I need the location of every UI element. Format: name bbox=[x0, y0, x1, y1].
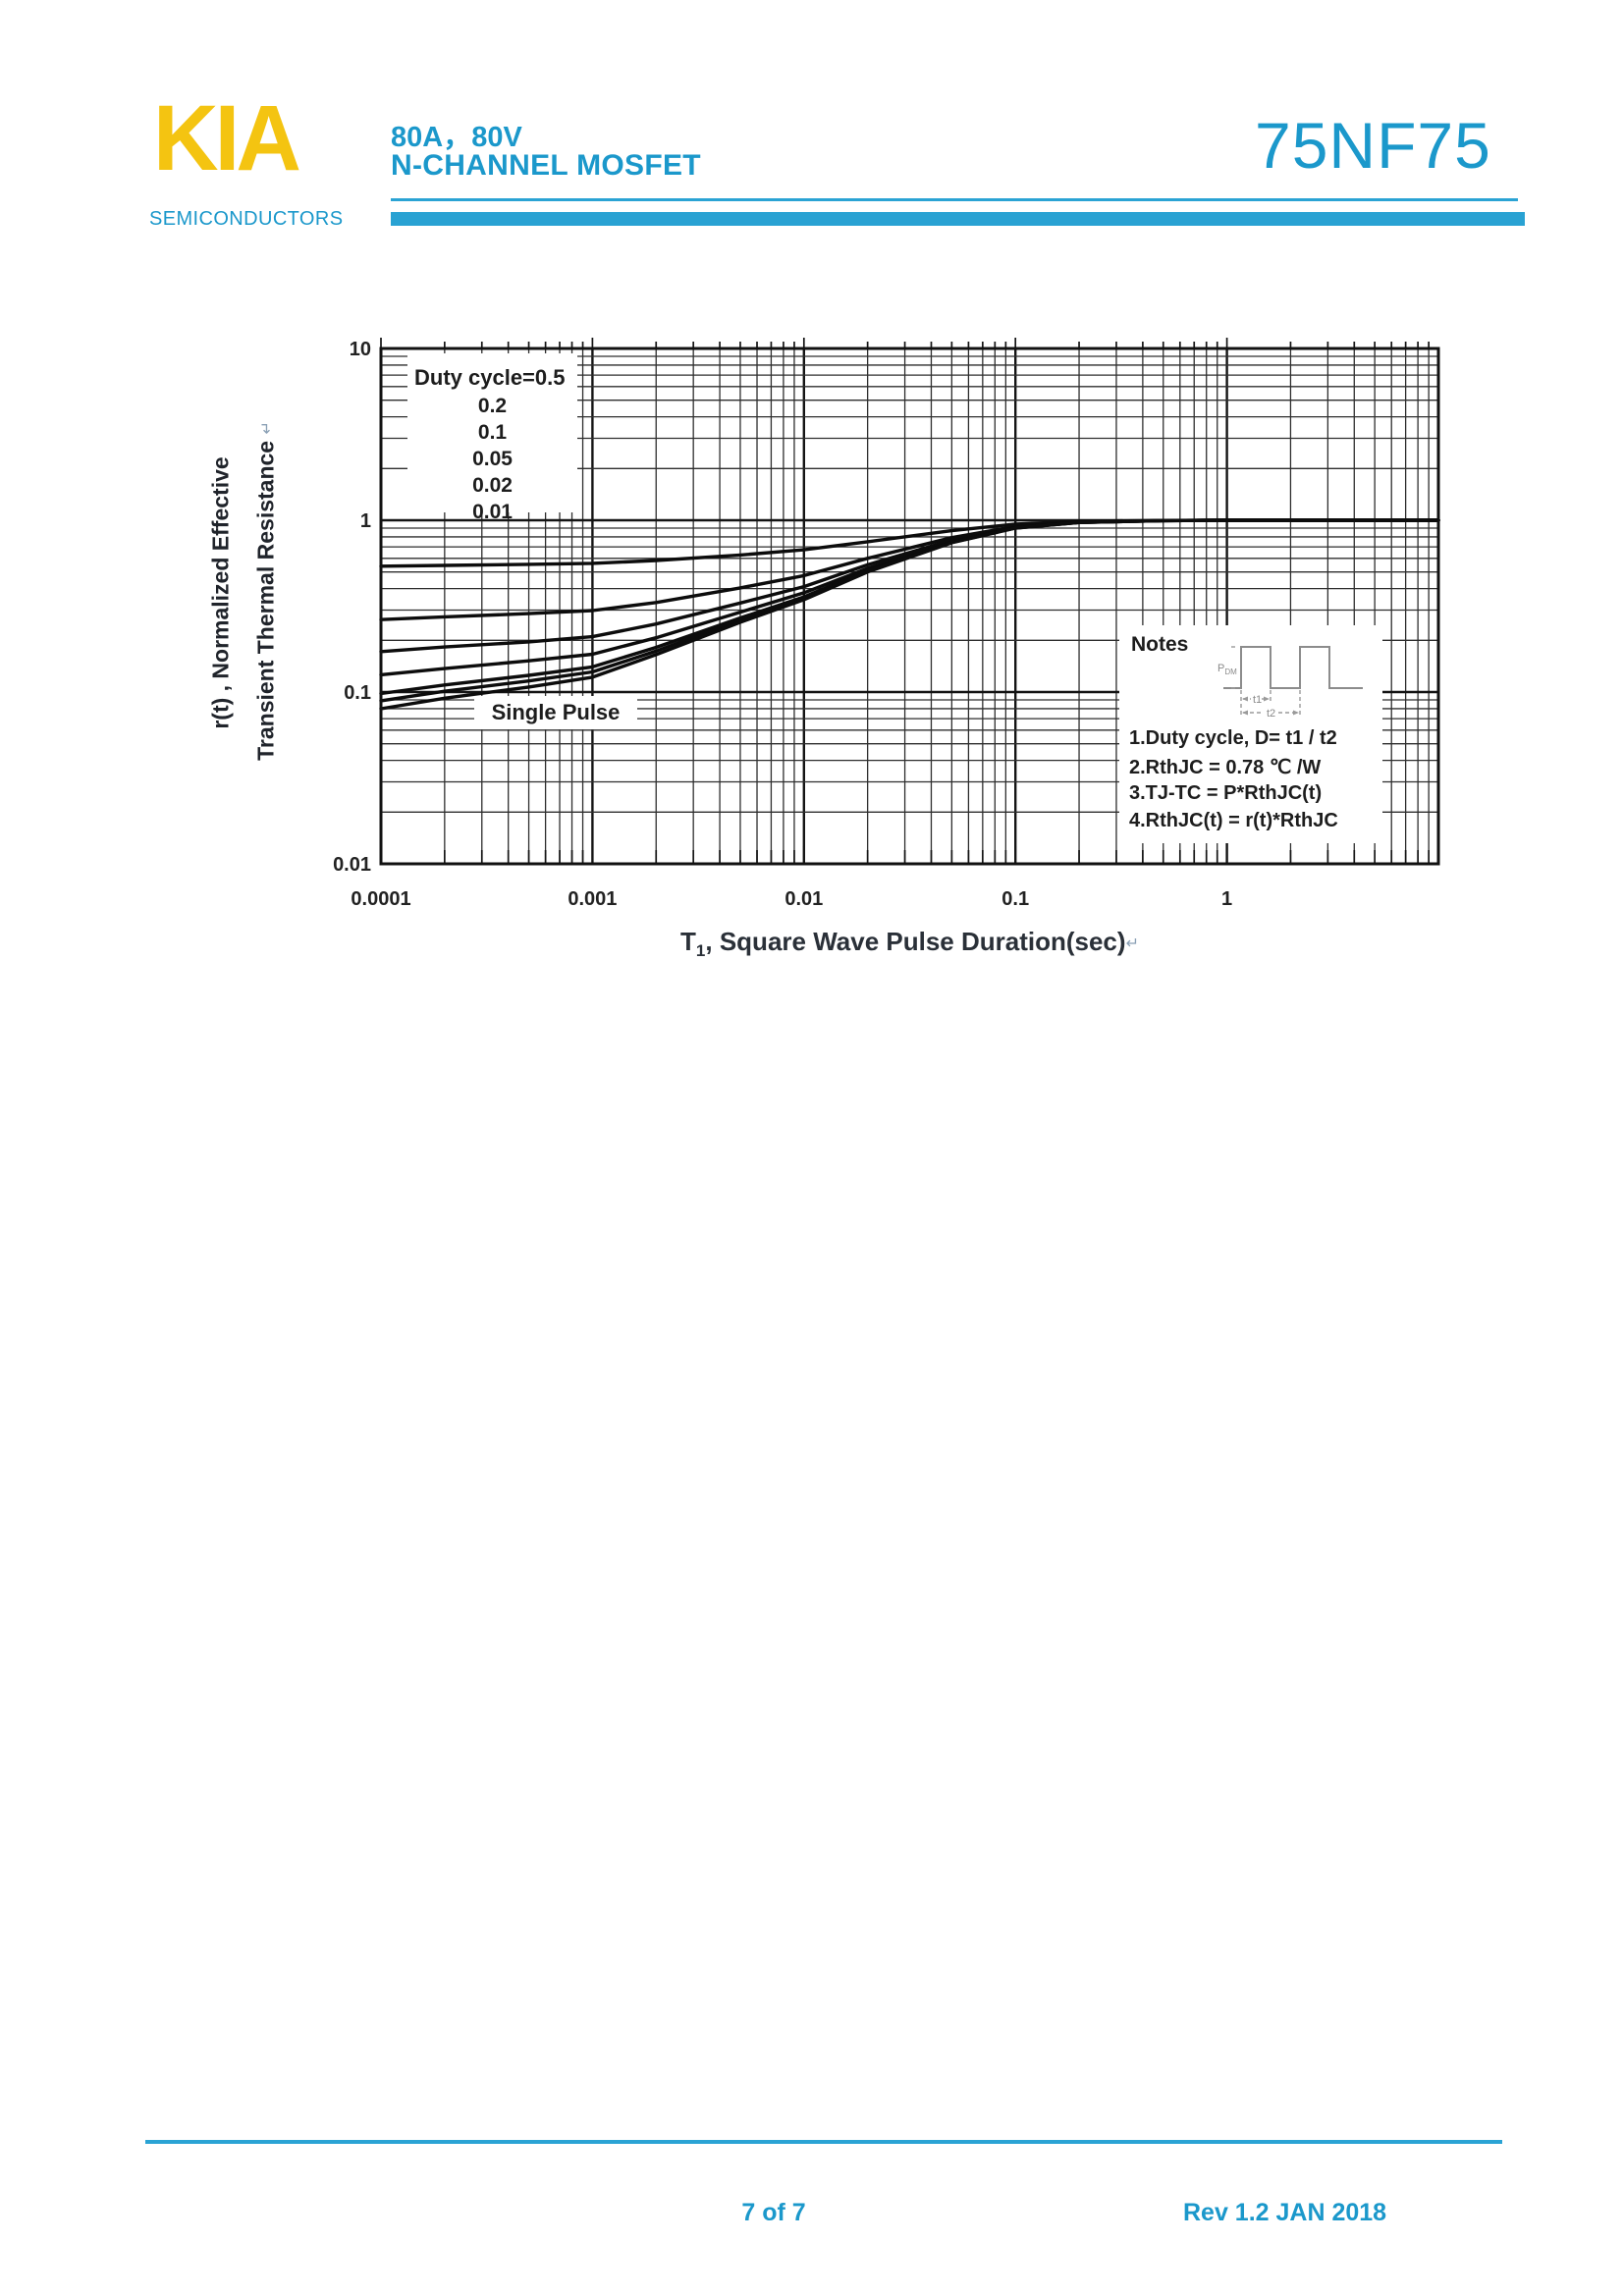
legend-value: 0.1 bbox=[477, 421, 508, 444]
kia-logo: KIA bbox=[153, 86, 301, 190]
legend-value: 0.01 bbox=[472, 501, 513, 523]
y-tick-label: 0.1 bbox=[344, 682, 371, 704]
y-tick-label: 10 bbox=[350, 339, 371, 360]
x-tick-label: 0.001 bbox=[568, 888, 617, 910]
duty-cycle-legend: Duty cycle=0.5 0.2 0.1 0.05 0.02 0.01 bbox=[407, 353, 577, 523]
y-axis-label-line2-text: Transient Thermal Resistance bbox=[252, 440, 279, 761]
y-axis-label-line1: r(t) , Normalized Effective bbox=[207, 456, 234, 729]
single-pulse-annotation: Single Pulse bbox=[474, 696, 637, 729]
return-mark-icon: ↵ bbox=[1125, 935, 1139, 952]
notes-box: Notes t1 t2 PDM 1.Duty cycle, bbox=[1119, 625, 1382, 843]
y-axis-label-line2: Transient Thermal Resistance ↵ bbox=[253, 421, 280, 761]
x-tick-label: 1 bbox=[1221, 888, 1232, 910]
plot-frame bbox=[379, 347, 1440, 866]
header-rule-thin bbox=[391, 198, 1518, 201]
y-tick-label: 1 bbox=[360, 510, 371, 532]
t1-label: t1 bbox=[1253, 694, 1262, 706]
part-number: 75NF75 bbox=[1255, 109, 1491, 182]
note-line: 4.RthJC(t) = r(t)*RthJC bbox=[1129, 810, 1338, 831]
rating-line: 80A，80V bbox=[391, 122, 522, 153]
note-line: 3.TJ-TC = P*RthJC(t) bbox=[1129, 782, 1323, 804]
page-indicator: 7 of 7 bbox=[741, 2199, 806, 2226]
x-tick-label: 0.1 bbox=[1001, 888, 1029, 910]
header-rule-thick bbox=[391, 212, 1525, 226]
t2-label: t2 bbox=[1267, 708, 1275, 720]
legend-value: 0.05 bbox=[472, 448, 513, 470]
revision-label: Rev 1.2 JAN 2018 bbox=[1183, 2199, 1387, 2226]
pulse-waveform-diagram: t1 t2 PDM bbox=[1217, 646, 1363, 720]
notes-title: Notes bbox=[1131, 633, 1189, 656]
curve-duty-cycle-0.5 bbox=[379, 518, 1440, 568]
pulse-power-label: PDM bbox=[1217, 663, 1237, 676]
x-axis-title: T1, Square Wave Pulse Duration(sec)↵ bbox=[381, 927, 1438, 961]
x-axis-title-text: , Square Wave Pulse Duration(sec) bbox=[705, 927, 1126, 956]
x-tick-label: 0.0001 bbox=[351, 888, 410, 910]
x-axis-title-subscript: 1 bbox=[695, 941, 706, 961]
legend-value: 0.2 bbox=[477, 395, 508, 417]
footer-rule bbox=[145, 2140, 1502, 2144]
logo-subtitle: SEMICONDUCTORS bbox=[149, 208, 344, 230]
y-tick-label: 0.01 bbox=[333, 854, 371, 876]
legend-value: 0.02 bbox=[472, 474, 513, 497]
return-mark-icon: ↵ bbox=[258, 421, 276, 435]
x-axis-title-symbol: T bbox=[680, 927, 696, 956]
curve-single-pulse bbox=[379, 518, 1440, 711]
device-type: N-CHANNEL MOSFET bbox=[391, 149, 701, 182]
x-tick-label: 0.01 bbox=[784, 888, 823, 910]
note-line: 2.RthJC = 0.78 ℃ /W bbox=[1129, 757, 1322, 778]
legend-title: Duty cycle=0.5 bbox=[414, 365, 566, 390]
note-line: 1.Duty cycle, D= t1 / t2 bbox=[1129, 727, 1337, 749]
